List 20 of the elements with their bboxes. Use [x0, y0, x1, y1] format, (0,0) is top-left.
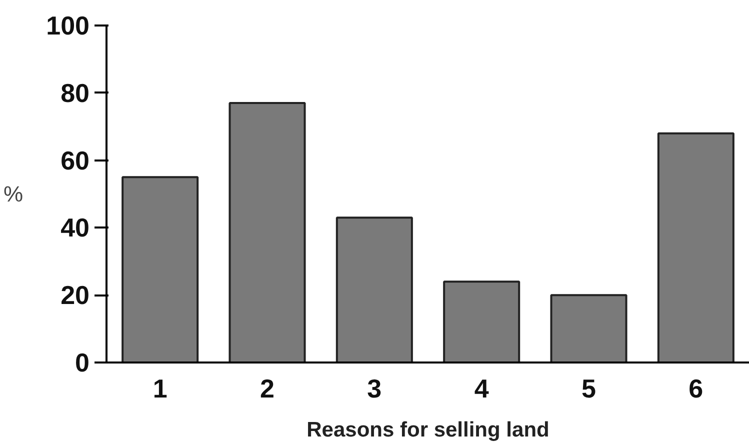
y-tick-label: 80 [60, 78, 90, 108]
bar [657, 132, 734, 362]
x-axis-title: Reasons for selling land [306, 418, 550, 442]
bar [122, 176, 199, 362]
y-tick-label: 100 [46, 10, 90, 40]
x-tick-label: 6 [688, 374, 704, 404]
bar [443, 280, 520, 362]
x-tick-label: 1 [152, 374, 168, 404]
x-tick-label: 5 [582, 374, 596, 404]
y-tick-label: 40 [60, 212, 90, 243]
y-tick-label: 0 [75, 348, 90, 378]
y-tick-label: 60 [60, 145, 90, 176]
bar [336, 216, 413, 362]
bar [550, 294, 628, 362]
x-tick-label: 2 [260, 374, 274, 404]
x-tick-label: 4 [474, 374, 490, 404]
y-tick-label: 20 [60, 280, 90, 310]
y-axis-title: % [4, 182, 24, 206]
x-tick-label: 3 [367, 374, 382, 404]
bar [228, 102, 306, 362]
